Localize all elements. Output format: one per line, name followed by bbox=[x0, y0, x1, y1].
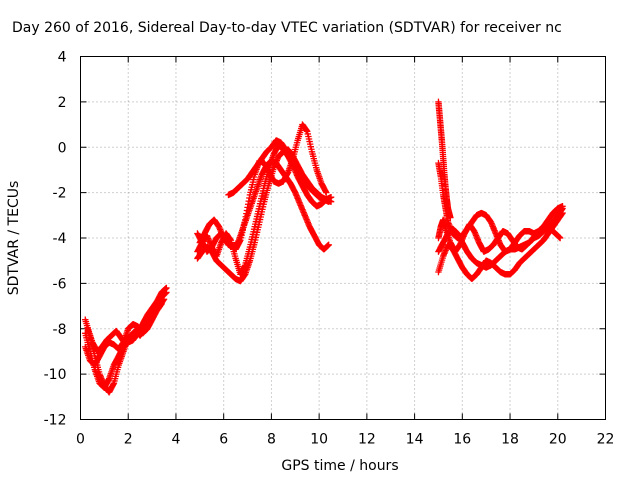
y-axis-label: SDTVAR / TECUs bbox=[6, 181, 22, 296]
data-point bbox=[323, 189, 330, 196]
data-point bbox=[160, 296, 168, 303]
x-tick-label: 10 bbox=[310, 432, 328, 448]
x-tick-label: 12 bbox=[358, 432, 376, 448]
grid bbox=[80, 56, 606, 420]
x-tick-label: 22 bbox=[597, 432, 615, 448]
series-arc-4 bbox=[84, 296, 168, 355]
x-tick-label: 6 bbox=[219, 432, 228, 448]
series-arc-9 bbox=[225, 137, 332, 205]
axis-ticks bbox=[80, 56, 606, 420]
x-tick-label: 8 bbox=[267, 432, 276, 448]
y-tick-label: -8 bbox=[53, 322, 67, 338]
x-axis-label: GPS time / hours bbox=[281, 458, 398, 474]
series-arc-14 bbox=[435, 98, 454, 221]
x-tick-label: 14 bbox=[406, 432, 424, 448]
data-points bbox=[82, 98, 566, 396]
x-tick-label: 18 bbox=[501, 432, 519, 448]
series-arc-13 bbox=[435, 216, 564, 255]
plot-frame bbox=[80, 56, 606, 420]
x-tick-label: 20 bbox=[549, 432, 567, 448]
x-tick-label: 16 bbox=[453, 432, 471, 448]
y-tick-label: -4 bbox=[53, 231, 67, 247]
chart-title: Day 260 of 2016, Sidereal Day-to-day VTE… bbox=[12, 20, 562, 36]
x-tick-label: 2 bbox=[124, 432, 133, 448]
x-tick-label: 4 bbox=[171, 432, 180, 448]
data-point bbox=[163, 289, 170, 296]
data-point bbox=[325, 241, 332, 249]
series-arc-12 bbox=[435, 209, 566, 283]
y-tick-label: 2 bbox=[58, 95, 67, 111]
y-tick-label: 4 bbox=[58, 50, 67, 66]
data-point bbox=[325, 198, 332, 205]
y-tick-label: -2 bbox=[53, 186, 67, 202]
y-tick-label: 0 bbox=[58, 140, 67, 156]
x-tick-labels: 0 2 4 6 8 10 12 14 16 18 20 22 bbox=[76, 432, 614, 448]
y-tick-label: -6 bbox=[53, 276, 67, 292]
x-tick-label: 0 bbox=[76, 432, 85, 448]
data-point bbox=[556, 234, 564, 242]
y-tick-label: -10 bbox=[44, 367, 67, 383]
y-tick-label: -12 bbox=[44, 413, 67, 429]
data-point bbox=[559, 209, 566, 217]
y-tick-labels: -12 -10 -8 -6 -4 -2 0 2 4 bbox=[44, 50, 67, 429]
data-point bbox=[447, 214, 454, 221]
